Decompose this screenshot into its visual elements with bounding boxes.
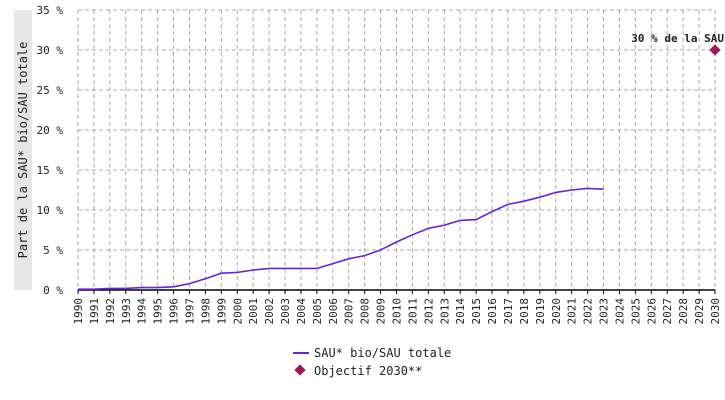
y-tick-label: 0 % [43,284,63,297]
x-tick-label: 2025 [629,298,642,325]
x-tick-label: 1996 [168,298,181,325]
x-tick-label: 2013 [438,298,451,325]
annotation-label: 30 % de la SAU [631,32,724,45]
annotations-layer: 30 % de la SAU [631,32,724,45]
x-tick-label: 2023 [598,298,611,325]
legend-line-swatch [292,348,310,358]
x-tick-label: 2006 [327,298,340,325]
y-axis-ticks: 0 % 5 % 10 % 15 % 20 % 25 % 30 % 35 % [37,4,64,297]
y-tick-label: 30 % [37,44,64,57]
x-tick-label: 2027 [661,298,674,325]
legend-item-series: SAU* bio/SAU totale [292,344,451,362]
target-point [709,44,721,56]
x-tick-label: 2020 [550,298,563,325]
x-tick-label: 2005 [311,298,324,325]
x-tick-label: 2029 [693,298,706,325]
legend: SAU* bio/SAU totale Objectif 2030** [292,344,451,380]
x-tick-label: 1991 [88,298,101,325]
x-tick-label: 1994 [136,298,149,325]
x-tick-label: 2026 [645,298,658,325]
x-tick-label: 2001 [247,298,260,325]
y-axis-label-band [14,10,32,290]
legend-diamond-swatch [292,364,310,376]
x-tick-label: 2004 [295,298,308,325]
x-tick-label: 2008 [359,298,372,325]
x-tick-label: 2021 [566,298,579,325]
x-tick-label: 1999 [215,298,228,325]
x-tick-label: 2003 [279,298,292,325]
grid [77,9,716,290]
x-tick-label: 2007 [343,298,356,325]
x-tick-label: 2030 [709,298,722,325]
y-tick-label: 35 % [37,4,64,17]
x-tick-label: 1992 [104,298,117,325]
y-tick-label: 20 % [37,124,64,137]
legend-item-target: Objectif 2030** [292,362,451,380]
x-tick-label: 2011 [406,298,419,325]
x-tick-label: 1998 [199,298,212,325]
y-tick-label: 15 % [37,164,64,177]
x-tick-label: 2014 [454,298,467,325]
x-tick-label: 2016 [486,298,499,325]
y-tick-label: 25 % [37,84,64,97]
legend-label-target: Objectif 2030** [314,364,423,378]
x-tick-label: 1997 [183,298,196,325]
x-tick-label: 2028 [677,298,690,325]
x-tick-label: 2012 [422,298,435,325]
x-tick-label: 2015 [470,298,483,325]
series-layer [78,44,721,291]
x-axis-ticks: 1990 1991 1992 1993 1994 1995 1996 1997 1998 1999… [72,290,722,325]
x-tick-label: 1990 [72,298,85,325]
x-tick-label: 2002 [263,298,276,325]
y-axis-label: Part de la SAU* bio/SAU totale [16,42,30,259]
x-tick-label: 2018 [518,298,531,325]
x-tick-label: 1995 [152,298,165,325]
x-tick-label: 2009 [375,298,388,325]
x-tick-label: 2010 [391,298,404,325]
legend-label-series: SAU* bio/SAU totale [314,346,452,360]
x-tick-label: 1993 [120,298,133,325]
x-tick-label: 2022 [582,298,595,325]
y-tick-label: 10 % [37,204,64,217]
x-tick-label: 2019 [534,298,547,325]
y-tick-label: 5 % [43,244,63,257]
x-tick-label: 2024 [613,298,626,325]
x-tick-label: 2000 [231,298,244,325]
x-tick-label: 2017 [502,298,515,325]
series-line [78,187,604,291]
